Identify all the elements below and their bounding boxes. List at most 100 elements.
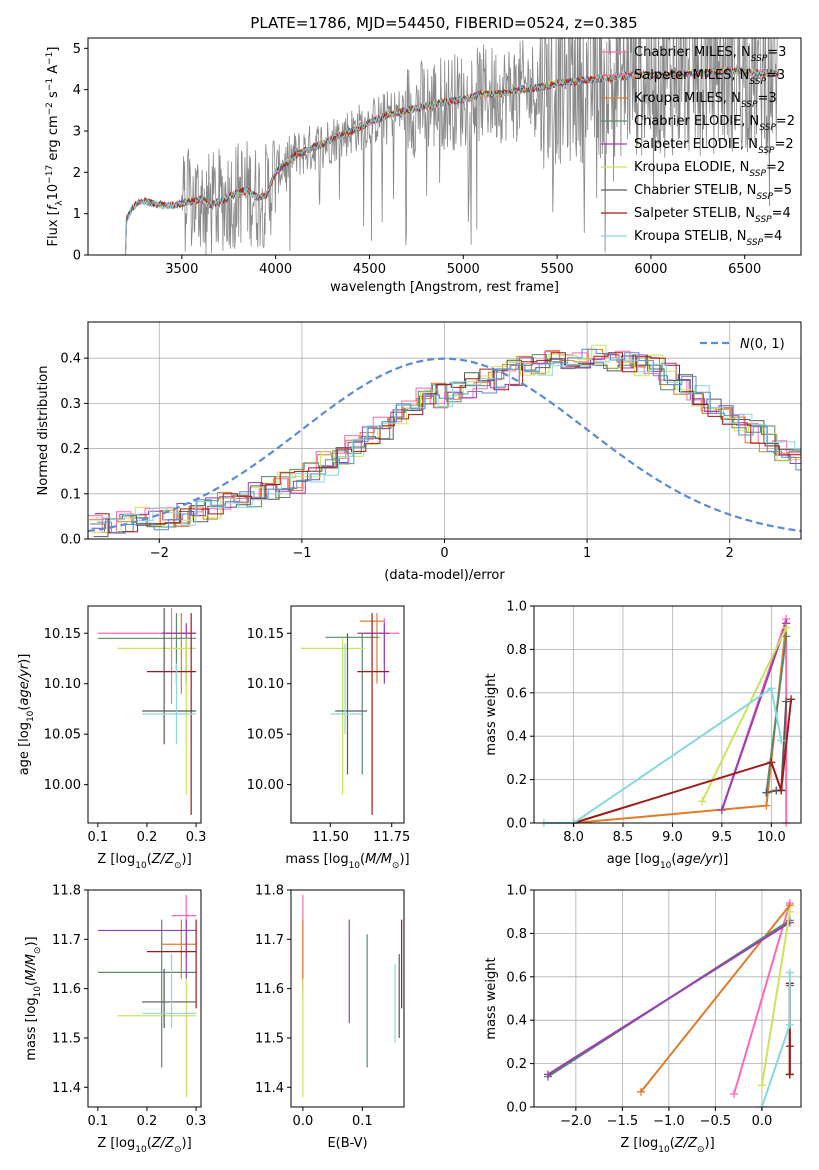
x-axis-label: (data-model)/error xyxy=(384,568,505,583)
y-tick-label: 11.8 xyxy=(52,884,81,899)
x-tick-label: −1 xyxy=(292,546,311,561)
label-part: 10 xyxy=(349,861,361,871)
label-part: =2 xyxy=(774,137,793,152)
y-tick-label: 1.0 xyxy=(506,600,527,615)
x-tick-label: 9.0 xyxy=(662,830,683,845)
series-line xyxy=(701,627,788,802)
legend-label: Salpeter ELODIE, NSSP=2 xyxy=(634,137,794,156)
series-line xyxy=(573,623,788,824)
histogram-step xyxy=(97,348,801,534)
series-marker xyxy=(757,1081,766,1090)
chart-panel: −2.0 −1.5 −1.0 −0.5 0.0 0.0 0.2 0.4 0.6 0.8 1.0 Z [… xyxy=(484,884,802,1155)
label-part: Z [log xyxy=(97,1136,135,1151)
histogram-step xyxy=(90,354,801,534)
label-part: ( xyxy=(17,706,32,711)
y-tick-label: 10.00 xyxy=(44,778,81,793)
histogram-step xyxy=(89,348,801,527)
x-tick-label: −1.5 xyxy=(607,1114,639,1129)
x-tick-label: 5000 xyxy=(447,262,480,277)
axes-frame: −2 −1 0 1 2 0.0 0.1 0.2 0.3 0.4 (data-model)/error… xyxy=(36,321,802,583)
x-tick-label: 0.3 xyxy=(186,1114,207,1129)
label-part: A xyxy=(46,65,61,78)
x-tick-label: 11.75 xyxy=(373,830,410,845)
legend-label: Kroupa ELODIE, NSSP=2 xyxy=(634,160,785,179)
x-tick-label: 6000 xyxy=(634,262,667,277)
x-tick-label: 11.50 xyxy=(312,830,349,845)
legend-label: Kroupa STELIB, NSSP=4 xyxy=(634,229,782,248)
x-tick-label: 9.5 xyxy=(712,830,733,845)
legend-label: N(0, 1) xyxy=(740,337,785,352)
chart-panel: 3500 4000 4500 5000 5500 6000 6500 0 1 2 3 4 5 wavele… xyxy=(45,37,802,295)
axes-box xyxy=(533,889,802,1108)
label-part: )] xyxy=(182,852,192,867)
label-part: =5 xyxy=(773,183,792,198)
label-part: =3 xyxy=(757,91,776,106)
label-part: ⊙ xyxy=(33,947,43,955)
x-tick-label: 4000 xyxy=(259,262,292,277)
y-tick-label: 10.10 xyxy=(44,677,81,692)
y-tick-label: 0.4 xyxy=(506,1014,527,1029)
label-part: Kroupa MILES, N xyxy=(634,91,741,106)
histogram-step xyxy=(93,355,801,538)
label-part: mass [log xyxy=(285,852,348,867)
y-tick-label: 5 xyxy=(73,42,81,57)
label-part: Z [log xyxy=(97,852,135,867)
x-tick-label: 0.1 xyxy=(87,830,108,845)
series-marker xyxy=(767,758,776,767)
y-tick-label: 0.1 xyxy=(60,487,81,502)
axes-box xyxy=(290,605,405,824)
label-part: (0, 1) xyxy=(750,337,785,352)
x-tick-label: 0.0 xyxy=(293,1114,314,1129)
label-part: )] xyxy=(24,936,39,946)
label-part: =4 xyxy=(763,229,782,244)
x-axis-label: E(B-V) xyxy=(327,1136,367,1151)
y-axis-label: age [log10(age/yr)] xyxy=(17,654,36,776)
label-part: erg cm xyxy=(46,115,61,164)
y-tick-label: 10.10 xyxy=(247,677,284,692)
y-tick-label: 0.3 xyxy=(60,397,81,412)
series-marker xyxy=(636,1087,645,1096)
x-axis-label: wavelength [Angstrom, rest frame] xyxy=(330,280,559,295)
label-part: Z [log xyxy=(620,1136,658,1151)
x-tick-label: 4500 xyxy=(353,262,386,277)
histogram-step xyxy=(91,354,801,529)
series-marker xyxy=(698,797,707,806)
x-tick-label: 3500 xyxy=(165,262,198,277)
plot-area xyxy=(543,899,794,1111)
axes-box xyxy=(87,889,202,1108)
x-tick-label: 1 xyxy=(583,546,591,561)
plot-area xyxy=(88,344,801,538)
y-tick-label: 0.2 xyxy=(60,442,81,457)
label-part: SSP xyxy=(741,100,758,110)
y-tick-label: 0.8 xyxy=(506,927,527,942)
series-marker xyxy=(730,1089,739,1098)
y-tick-label: 11.5 xyxy=(52,1031,81,1046)
label-part: SSP xyxy=(756,192,773,202)
label-part: Z/Z xyxy=(151,852,175,867)
label-part: Flux [ xyxy=(46,210,61,246)
label-part: 10 xyxy=(658,1145,670,1155)
chart-panel: 0.1 0.2 0.311.411.511.611.711.8Z [log10(Z/… xyxy=(24,884,206,1156)
label-part: =2 xyxy=(766,160,785,175)
label-part: 10 xyxy=(135,861,147,871)
x-tick-label: 6500 xyxy=(728,262,761,277)
label-part: 10 xyxy=(46,184,61,201)
series-marker xyxy=(777,736,786,745)
label-part: N xyxy=(740,337,750,352)
series-marker xyxy=(767,684,776,693)
y-axis-label: mass weight xyxy=(484,673,499,755)
x-tick-label: −2 xyxy=(150,546,169,561)
y-tick-label: 0.6 xyxy=(506,686,527,701)
label-part: ( xyxy=(671,852,676,867)
axes-frame: 11.50 11.75 10.00 10.05 10.10 10.15 mass [log1… xyxy=(247,605,410,871)
label-part: Chabrier STELIB, N xyxy=(634,183,756,198)
x-tick-label: 0.3 xyxy=(186,830,207,845)
label-part: SSP xyxy=(749,169,766,179)
series-marker xyxy=(762,801,771,810)
x-tick-label: 0.2 xyxy=(137,830,158,845)
y-tick-label: 11.8 xyxy=(255,884,284,899)
